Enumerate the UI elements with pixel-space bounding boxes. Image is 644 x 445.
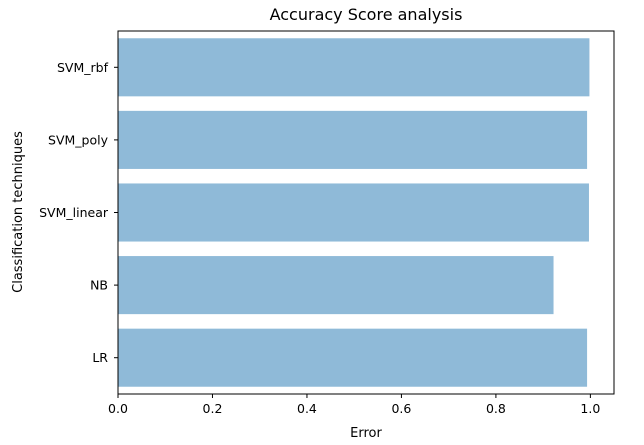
x-tick-label: 1.0 [580, 401, 600, 416]
y-tick-label: SVM_rbf [57, 60, 109, 75]
plot-frame [117, 30, 615, 395]
x-axis-label: Error [350, 426, 382, 441]
bar-nb [118, 256, 554, 315]
bar-svm-linear [118, 183, 589, 242]
y-tick-label: LR [92, 350, 108, 365]
bar-svm-rbf [118, 38, 590, 97]
y-tick-label: NB [90, 278, 108, 293]
x-tick-label: 0.8 [486, 401, 506, 416]
y-axis-ticks: LR NB SVM_linear SVM_poly SVM_rbf [39, 60, 118, 365]
bar-lr [118, 328, 588, 387]
y-tick-label: SVM_poly [48, 132, 109, 147]
bars-group [118, 38, 590, 387]
y-axis-label: Classification techniques [11, 131, 26, 293]
x-tick-label: 0.6 [391, 401, 411, 416]
x-tick-label: 0.2 [203, 401, 223, 416]
x-tick-label: 0.4 [297, 401, 317, 416]
chart-title: Accuracy Score analysis [270, 5, 463, 24]
x-tick-label: 0.0 [108, 401, 128, 416]
x-axis-ticks: 0.0 0.2 0.4 0.6 0.8 1.0 [108, 394, 600, 416]
bar-svm-poly [118, 110, 588, 169]
y-tick-label: SVM_linear [39, 205, 109, 220]
